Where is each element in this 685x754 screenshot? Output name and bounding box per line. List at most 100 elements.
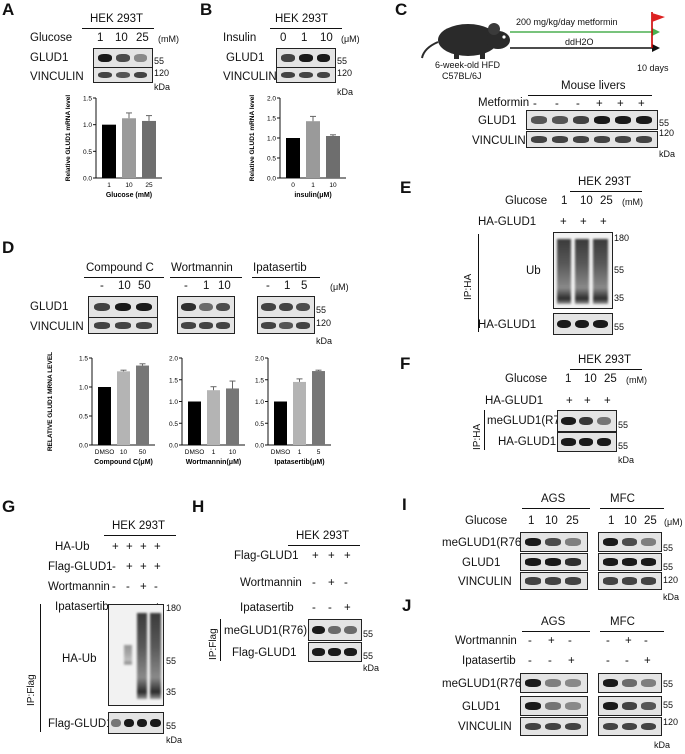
e-conc: 1 bbox=[561, 195, 568, 207]
b-condition: Insulin bbox=[223, 32, 257, 44]
a-kda: kDa bbox=[154, 82, 171, 92]
h-cell-line: HEK 293T bbox=[296, 530, 350, 542]
h-mw: 55 bbox=[363, 651, 374, 661]
d-conc: 5 bbox=[301, 280, 308, 292]
a-conc: 25 bbox=[136, 32, 149, 44]
e-blot-ha-glud1 bbox=[553, 313, 613, 335]
e-conc: 25 bbox=[600, 195, 613, 207]
i-cell-line: AGS bbox=[541, 493, 566, 505]
y-tick-label: 2.0 bbox=[255, 356, 264, 363]
lane-sign: - bbox=[344, 577, 348, 589]
b-conc: 10 bbox=[320, 32, 333, 44]
y-axis-label: RELATIVE GLUD1 MRNA LEVEL bbox=[47, 352, 54, 451]
lane-sign: + bbox=[126, 541, 133, 553]
e-ub-label: Ub bbox=[526, 265, 541, 277]
y-tick-label: 0.0 bbox=[169, 443, 178, 450]
i-conc: 1 bbox=[528, 515, 535, 527]
h-mw: 55 bbox=[363, 629, 374, 639]
g-condition: HA-Ub bbox=[55, 541, 90, 553]
lane-sign: + bbox=[596, 98, 603, 110]
j-row-label: VINCULIN bbox=[458, 721, 512, 733]
f-mw: 55 bbox=[618, 420, 629, 430]
d-group-label: Wortmannin bbox=[171, 262, 233, 274]
i-condition: Glucose bbox=[465, 515, 508, 527]
d-mrna-chart-compound-c: 0.0 0.5 1.0 1.5 DMSO 10 50 Compound C(μM) RELATI… bbox=[47, 352, 155, 466]
lane-sign: - bbox=[112, 581, 116, 593]
c-blot-vinculin bbox=[526, 131, 658, 148]
i-unit: (μM) bbox=[664, 517, 683, 527]
mouse-icon bbox=[421, 23, 510, 59]
lane-sign: + bbox=[344, 602, 351, 614]
b-row-label: GLUD1 bbox=[226, 52, 265, 64]
i-conc: 1 bbox=[608, 515, 615, 527]
d-conc: 1 bbox=[203, 280, 210, 292]
y-axis-label: Relative GLUD1 mRNA level bbox=[65, 95, 72, 182]
lane-sign: - bbox=[606, 635, 610, 647]
panel-label-g: G bbox=[2, 497, 16, 516]
a-mw: 120 bbox=[154, 68, 170, 78]
j-blot-meglud1-mfc bbox=[598, 673, 662, 693]
e-sign: + bbox=[560, 216, 567, 228]
j-blot-meglud1-ags bbox=[520, 673, 588, 693]
e-row-label: HA-GLUD1 bbox=[478, 319, 537, 331]
x-tick-label: 25 bbox=[145, 182, 153, 189]
y-tick-label: 1.0 bbox=[79, 385, 88, 392]
x-tick-label: 1 bbox=[107, 182, 111, 189]
lane-sign: + bbox=[312, 550, 319, 562]
j-condition: Wortmannin bbox=[455, 635, 517, 647]
j-condition: Ipatasertib bbox=[462, 655, 516, 667]
lane-sign: - bbox=[528, 655, 532, 667]
e-condition: Glucose bbox=[505, 195, 548, 207]
e-mw: 180 bbox=[614, 233, 630, 243]
lane-sign: - bbox=[533, 98, 537, 110]
lane-sign: + bbox=[644, 655, 651, 667]
lane-sign: - bbox=[555, 98, 559, 110]
j-kda: kDa bbox=[654, 740, 671, 750]
b-blot-vinculin bbox=[276, 67, 336, 83]
b-mrna-chart: 0.0 0.5 1.0 1.5 2.0 0 1 10 insulin(μM) Relative G… bbox=[249, 95, 346, 199]
lane-sign: - bbox=[568, 635, 572, 647]
f-ip-label: IP:HA bbox=[472, 423, 483, 450]
lane-sign: - bbox=[312, 602, 316, 614]
g-cell-line: HEK 293T bbox=[112, 520, 166, 532]
g-blot-flag-glud1 bbox=[108, 712, 164, 734]
lane-sign: + bbox=[328, 577, 335, 589]
j-row-label: meGLUD1(R76) bbox=[442, 678, 526, 690]
a-condition: Glucose bbox=[30, 32, 73, 44]
a-conc: 1 bbox=[97, 32, 104, 44]
f-blot-ha-glud1 bbox=[557, 432, 617, 452]
g-kda: kDa bbox=[166, 735, 183, 745]
c-blot-glud1 bbox=[526, 110, 658, 130]
c-tissue: Mouse livers bbox=[561, 80, 626, 92]
c-duration: 10 days bbox=[637, 63, 669, 73]
f-conc: 1 bbox=[565, 373, 572, 385]
y-tick-label: 1.5 bbox=[169, 377, 178, 384]
bar bbox=[98, 387, 111, 445]
e-ip-label: IP:HA bbox=[463, 273, 474, 300]
panel-label-i: I bbox=[402, 495, 407, 514]
c-mw: 55 bbox=[659, 118, 670, 128]
lane-sign: - bbox=[154, 581, 158, 593]
y-tick-label: 2.0 bbox=[169, 356, 178, 363]
lane-sign: + bbox=[154, 561, 161, 573]
h-ip-label: IP:Flag bbox=[208, 628, 219, 660]
e-sign: + bbox=[600, 216, 607, 228]
lane-sign: - bbox=[606, 655, 610, 667]
i-conc: 10 bbox=[624, 515, 637, 527]
c-timeline-arrows bbox=[510, 28, 660, 52]
x-tick-label: DMSO bbox=[185, 449, 205, 456]
d-mrna-chart-ipatasertib: 0.0 0.5 1.0 1.5 2.0 DMSO 1 5 Ipatasertib(μM) bbox=[255, 356, 331, 466]
b-conc: 0 bbox=[280, 32, 287, 44]
x-tick-label: 10 bbox=[329, 182, 337, 189]
d-blot-glud1-wm bbox=[177, 296, 235, 318]
i-row-label: meGLUD1(R76) bbox=[442, 537, 526, 549]
f-row-label: meGLUD1(R76) bbox=[487, 415, 571, 427]
y-tick-label: 0.5 bbox=[169, 421, 178, 428]
x-tick-label: 10 bbox=[229, 449, 237, 456]
d-conc: - bbox=[100, 280, 104, 292]
lane-sign: + bbox=[617, 98, 624, 110]
d-conc: 1 bbox=[284, 280, 291, 292]
i-conc: 10 bbox=[545, 515, 558, 527]
bar bbox=[142, 120, 156, 178]
a-blot-vinculin bbox=[93, 67, 153, 83]
